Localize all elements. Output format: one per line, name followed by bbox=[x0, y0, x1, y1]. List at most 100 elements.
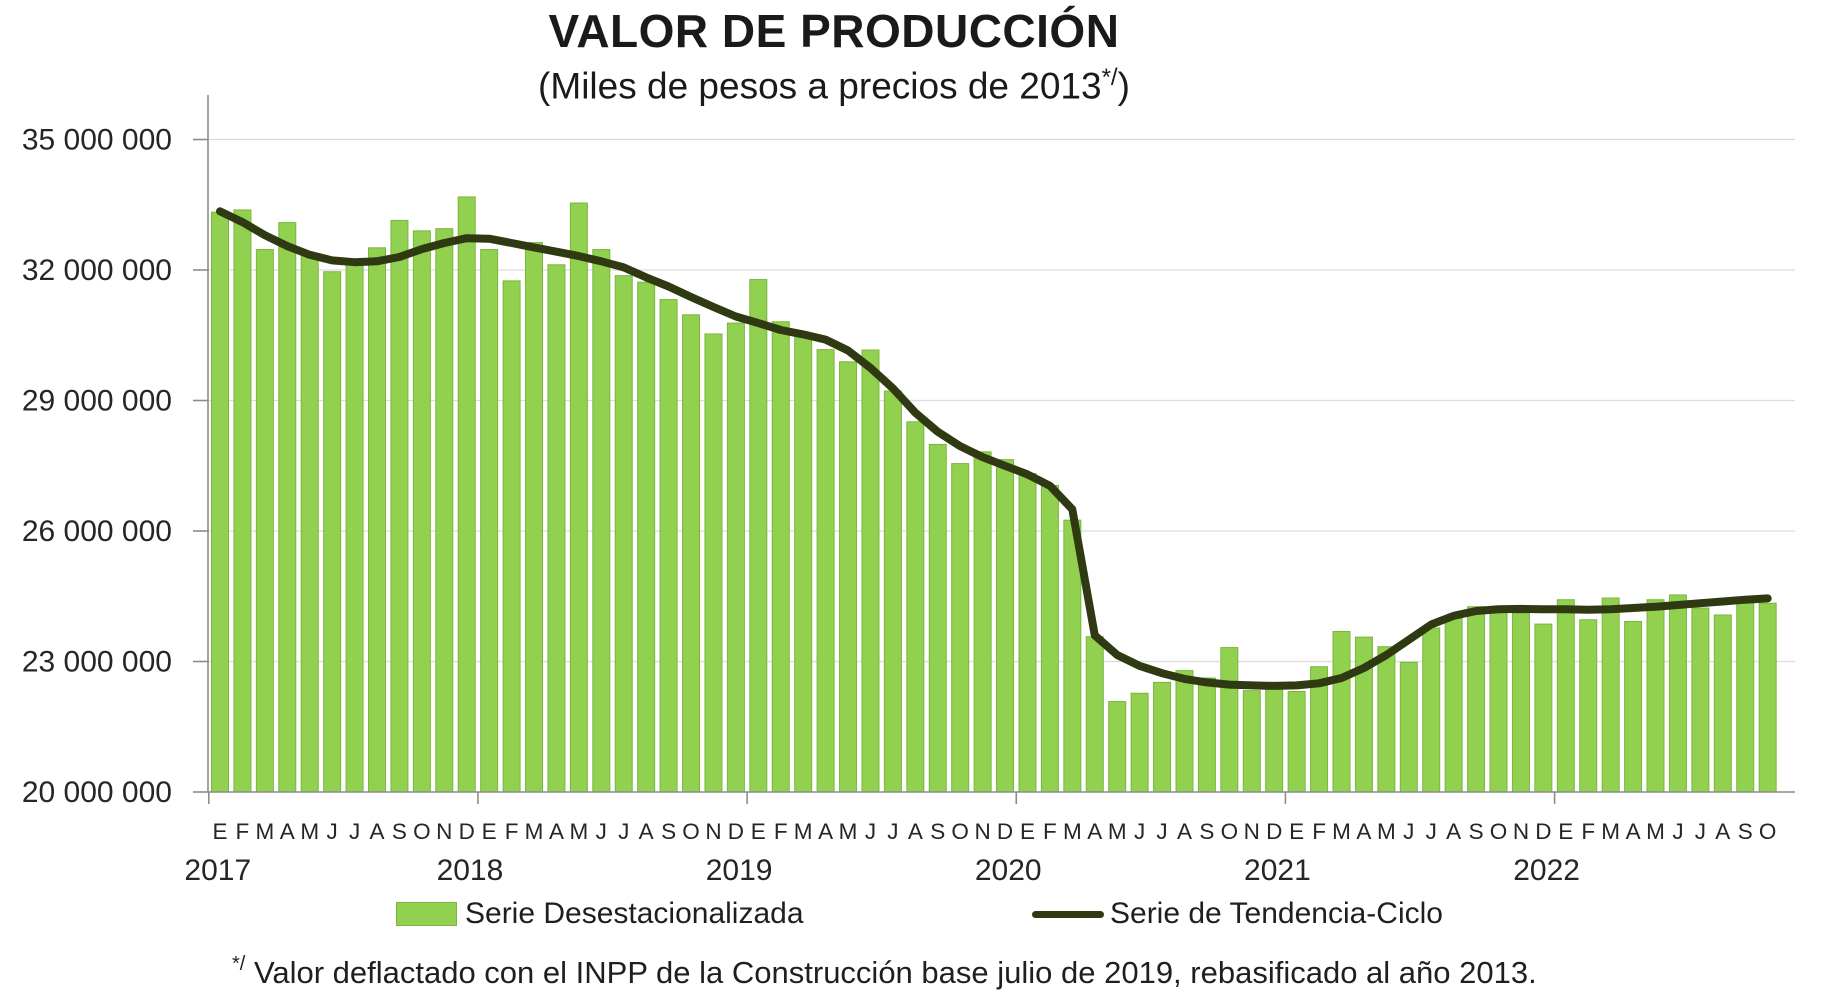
month-label: J bbox=[1695, 819, 1706, 844]
y-tick-label: 29 000 000 bbox=[22, 385, 172, 418]
bar-46 bbox=[1220, 647, 1239, 793]
bar-70 bbox=[1758, 602, 1777, 793]
month-label: D bbox=[459, 819, 475, 844]
bar-36 bbox=[996, 459, 1015, 793]
month-label: M bbox=[1332, 819, 1351, 844]
month-label: S bbox=[1469, 819, 1484, 844]
month-label: E bbox=[482, 819, 497, 844]
y-tick-label: 32 000 000 bbox=[22, 254, 172, 287]
bar-43 bbox=[1153, 681, 1172, 793]
month-label: J bbox=[1134, 819, 1145, 844]
bar-28 bbox=[816, 349, 835, 793]
month-label: M bbox=[525, 819, 544, 844]
month-label: M bbox=[300, 819, 319, 844]
bar-9 bbox=[390, 219, 409, 793]
bar-20 bbox=[637, 281, 656, 793]
trend-line bbox=[216, 207, 1772, 690]
bar-53 bbox=[1377, 646, 1396, 793]
bar-37 bbox=[1018, 473, 1037, 793]
bar-69 bbox=[1736, 602, 1755, 793]
bar-31 bbox=[883, 390, 902, 793]
month-label: S bbox=[661, 819, 676, 844]
bar-24 bbox=[726, 322, 745, 793]
bar-62 bbox=[1579, 619, 1598, 793]
bar-2 bbox=[233, 209, 252, 793]
month-label: O bbox=[951, 819, 969, 844]
month-label: S bbox=[930, 819, 945, 844]
month-label: N bbox=[705, 819, 721, 844]
month-label: J bbox=[596, 819, 607, 844]
bar-68 bbox=[1713, 614, 1732, 793]
bar-17 bbox=[569, 202, 588, 793]
bar-10 bbox=[412, 230, 431, 793]
legend-bar-label: Serie Desestacionalizada bbox=[465, 897, 804, 930]
month-label: S bbox=[392, 819, 407, 844]
bar-47 bbox=[1242, 690, 1261, 793]
bar-14 bbox=[502, 280, 521, 793]
bar-58 bbox=[1489, 610, 1508, 793]
month-label: M bbox=[839, 819, 858, 844]
month-label: A bbox=[1446, 819, 1461, 844]
month-label: M bbox=[1646, 819, 1665, 844]
title-block: VALOR DE PRODUCCIÓN (Miles de pesos a pr… bbox=[0, 4, 1668, 107]
bar-44 bbox=[1175, 670, 1194, 793]
bar-18 bbox=[592, 249, 611, 793]
legend-line-swatch bbox=[1032, 910, 1104, 918]
bar-38 bbox=[1040, 484, 1059, 793]
month-label: F bbox=[1581, 819, 1595, 844]
month-label: O bbox=[1221, 819, 1239, 844]
bar-6 bbox=[323, 271, 342, 793]
bar-8 bbox=[368, 247, 387, 793]
month-label: F bbox=[505, 819, 519, 844]
month-label: A bbox=[1356, 819, 1371, 844]
month-label: S bbox=[1199, 819, 1214, 844]
bar-64 bbox=[1624, 620, 1643, 793]
month-label: J bbox=[1672, 819, 1683, 844]
year-label: 2020 bbox=[975, 854, 1042, 887]
bar-30 bbox=[861, 349, 880, 793]
bar-16 bbox=[547, 264, 566, 793]
month-label: E bbox=[1558, 819, 1573, 844]
bar-15 bbox=[525, 242, 544, 793]
month-label: N bbox=[436, 819, 452, 844]
bar-40 bbox=[1085, 636, 1104, 793]
month-label: N bbox=[974, 819, 990, 844]
year-label: 2017 bbox=[184, 854, 251, 887]
subtitle-text: (Miles de pesos a precios de 2013 bbox=[538, 65, 1102, 107]
y-tick-label: 20 000 000 bbox=[22, 776, 172, 809]
month-label: J bbox=[618, 819, 629, 844]
month-label: E bbox=[1020, 819, 1035, 844]
bar-26 bbox=[771, 321, 790, 793]
month-label: A bbox=[1177, 819, 1192, 844]
bar-59 bbox=[1511, 612, 1530, 793]
month-label: A bbox=[370, 819, 385, 844]
legend-bar-swatch bbox=[396, 902, 457, 926]
month-label: A bbox=[1626, 819, 1641, 844]
footnote-marker: */ bbox=[232, 953, 246, 975]
month-label: E bbox=[751, 819, 766, 844]
bar-19 bbox=[614, 275, 633, 793]
month-label: E bbox=[212, 819, 227, 844]
bar-23 bbox=[704, 333, 723, 793]
bar-66 bbox=[1668, 594, 1687, 793]
bar-57 bbox=[1467, 606, 1486, 793]
footnote: */ Valor deflactado con el INPP de la Co… bbox=[232, 953, 1537, 991]
bar-22 bbox=[682, 314, 701, 793]
month-label: A bbox=[280, 819, 295, 844]
month-label: J bbox=[349, 819, 360, 844]
bar-5 bbox=[300, 254, 319, 793]
bar-65 bbox=[1646, 599, 1665, 793]
month-label: N bbox=[1244, 819, 1260, 844]
month-label: A bbox=[549, 819, 564, 844]
month-label: A bbox=[908, 819, 923, 844]
bar-27 bbox=[794, 334, 813, 793]
y-tick-label: 35 000 000 bbox=[22, 124, 172, 157]
month-label: O bbox=[413, 819, 431, 844]
year-label: 2019 bbox=[706, 854, 773, 887]
month-label: D bbox=[1266, 819, 1282, 844]
month-label: A bbox=[1715, 819, 1730, 844]
bar-4 bbox=[278, 222, 297, 793]
bar-29 bbox=[839, 361, 858, 793]
legend-item-desestacionalizada: Serie Desestacionalizada bbox=[396, 897, 804, 930]
